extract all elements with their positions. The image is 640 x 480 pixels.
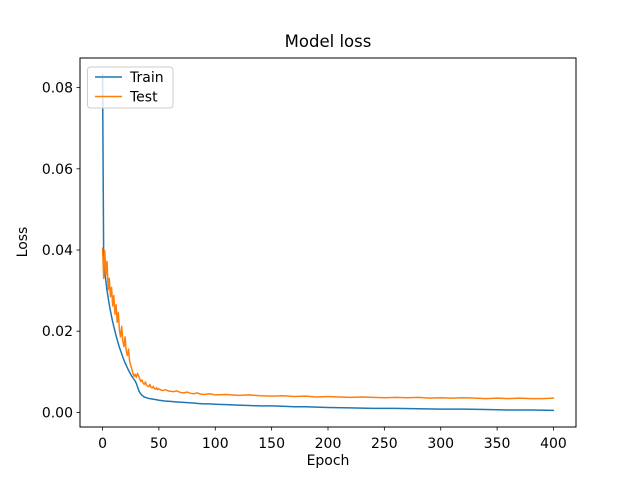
y-tick-label: 0.02: [42, 324, 73, 340]
axes-layer: 0 50 100 150 200 250 300 350 400 0.00 0.02 0.04 0.06…: [42, 81, 567, 452]
y-tick-label: 0.06: [42, 162, 73, 178]
y-axis-label: Loss: [15, 227, 31, 258]
series-layer: [101, 73, 555, 412]
train-line: [101, 73, 555, 412]
x-tick-label: 0: [98, 436, 107, 452]
x-tick-label: 250: [371, 436, 398, 452]
x-tick-label: 200: [315, 436, 342, 452]
x-tick-label: 300: [427, 436, 454, 452]
legend-train-label: Train: [129, 70, 164, 86]
y-tick-label: 0.00: [42, 405, 73, 421]
x-tick-label: 50: [150, 436, 168, 452]
x-tick-label: 400: [540, 436, 567, 452]
x-axis-label: Epoch: [307, 453, 350, 469]
y-tick-label: 0.08: [42, 81, 73, 97]
plot-frame: [79, 57, 577, 428]
chart-title: Model loss: [285, 32, 372, 51]
test-line: [101, 247, 555, 400]
x-tick-label: 100: [202, 436, 229, 452]
legend: Train Test: [87, 66, 174, 109]
x-tick-label: 150: [258, 436, 285, 452]
y-tick-label: 0.04: [42, 243, 73, 259]
x-tick-label: 350: [484, 436, 511, 452]
legend-test-label: Test: [129, 90, 158, 106]
